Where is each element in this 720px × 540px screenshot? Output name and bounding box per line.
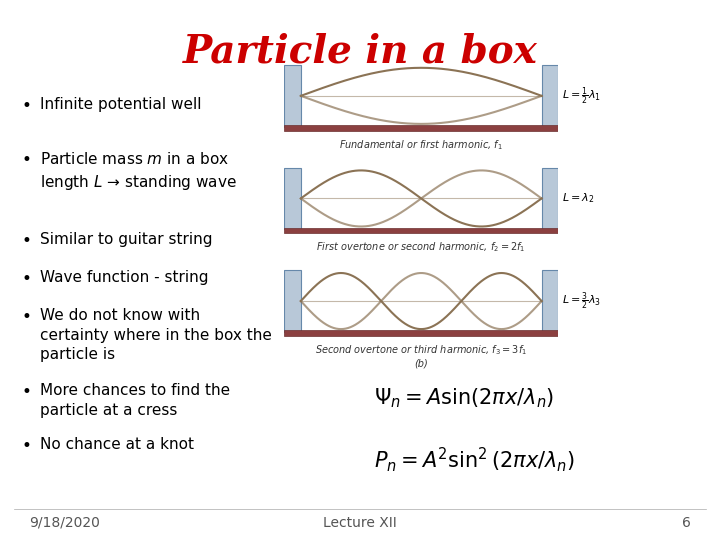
- FancyBboxPatch shape: [284, 330, 558, 336]
- FancyBboxPatch shape: [541, 167, 558, 230]
- Text: Particle in a box: Particle in a box: [183, 32, 537, 70]
- Text: No chance at a knot: No chance at a knot: [40, 437, 194, 453]
- Text: •: •: [22, 151, 32, 169]
- Text: •: •: [22, 437, 32, 455]
- Text: Lecture XII: Lecture XII: [323, 516, 397, 530]
- Text: Second overtone or third harmonic, $f_3 = 3f_1$
(b): Second overtone or third harmonic, $f_3 …: [315, 343, 527, 368]
- Text: $L = \frac{1}{2}\lambda_1$: $L = \frac{1}{2}\lambda_1$: [562, 85, 600, 106]
- Text: $L = \frac{3}{2}\lambda_3$: $L = \frac{3}{2}\lambda_3$: [562, 291, 600, 312]
- Text: We do not know with
certainty where in the box the
particle is: We do not know with certainty where in t…: [40, 308, 271, 362]
- Text: Infinite potential well: Infinite potential well: [40, 97, 201, 112]
- Text: More chances to find the
particle at a cress: More chances to find the particle at a c…: [40, 383, 230, 418]
- Text: Wave function - string: Wave function - string: [40, 270, 208, 285]
- FancyBboxPatch shape: [284, 65, 301, 127]
- Text: $\Psi_n = A\sin(2\pi x / \lambda_n)$: $\Psi_n = A\sin(2\pi x / \lambda_n)$: [374, 386, 554, 410]
- Text: Fundamental or first harmonic, $f_1$: Fundamental or first harmonic, $f_1$: [339, 138, 503, 152]
- Text: •: •: [22, 383, 32, 401]
- FancyBboxPatch shape: [284, 125, 558, 131]
- Text: First overtone or second harmonic, $f_2 = 2f_1$: First overtone or second harmonic, $f_2 …: [317, 240, 526, 254]
- Text: 6: 6: [683, 516, 691, 530]
- Text: $L = \lambda_2$: $L = \lambda_2$: [562, 192, 594, 205]
- Text: •: •: [22, 308, 32, 326]
- Text: Similar to guitar string: Similar to guitar string: [40, 232, 212, 247]
- FancyBboxPatch shape: [284, 228, 558, 233]
- FancyBboxPatch shape: [541, 270, 558, 332]
- Text: •: •: [22, 232, 32, 250]
- Text: •: •: [22, 270, 32, 288]
- Text: Particle mass $m$ in a box
length $L$ → standing wave: Particle mass $m$ in a box length $L$ → …: [40, 151, 237, 192]
- FancyBboxPatch shape: [541, 65, 558, 127]
- Text: $P_n = A^2 \sin^2(2\pi x / \lambda_n)$: $P_n = A^2 \sin^2(2\pi x / \lambda_n)$: [374, 446, 575, 474]
- FancyBboxPatch shape: [284, 270, 301, 332]
- Text: 9/18/2020: 9/18/2020: [29, 516, 99, 530]
- FancyBboxPatch shape: [284, 167, 301, 230]
- Text: •: •: [22, 97, 32, 115]
